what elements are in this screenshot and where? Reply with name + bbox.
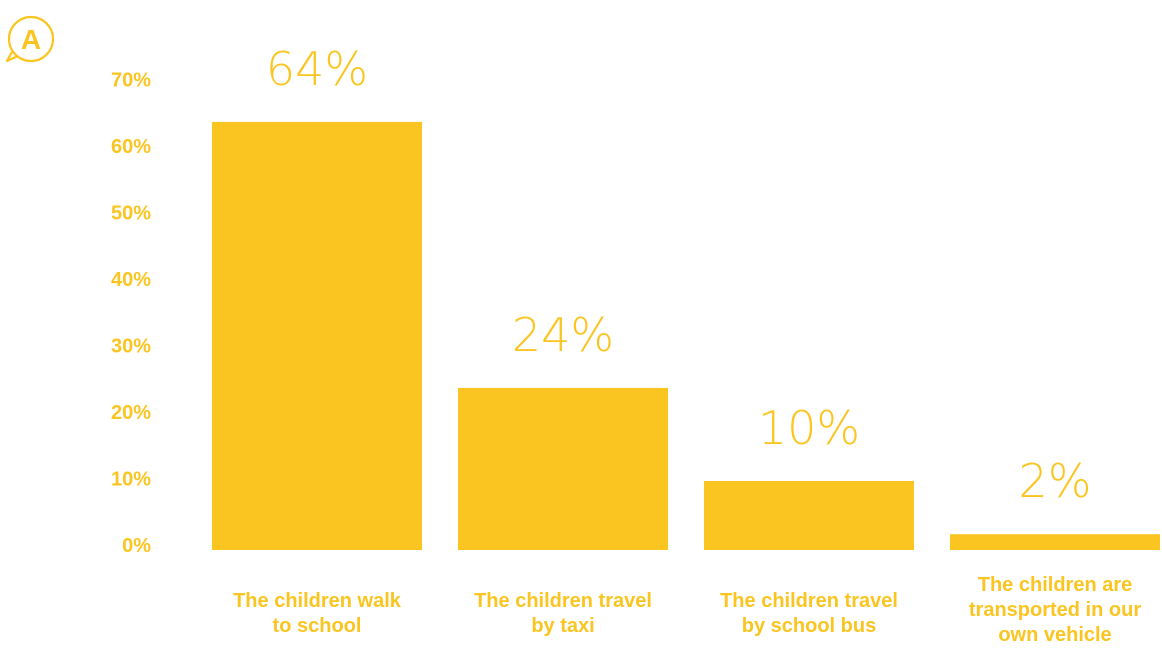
category-label-line: own vehicle xyxy=(998,624,1111,646)
category-label: The children walk to school xyxy=(233,590,402,637)
category-label-line: The children travel xyxy=(474,590,652,612)
category-label-line: The children are xyxy=(978,574,1133,596)
y-axis-ticks: 0% 10% 20% 30% 40% 50% 60% 70% xyxy=(111,70,151,558)
category-label-line: by school bus xyxy=(742,615,876,637)
bar-value-label: 2% xyxy=(1019,454,1092,508)
bar xyxy=(458,387,668,550)
bar xyxy=(212,121,422,551)
y-tick-label: 70% xyxy=(111,70,151,92)
y-tick-label: 60% xyxy=(111,136,151,158)
category-label-line: transported in our xyxy=(969,599,1141,621)
category-label: The children travel by taxi xyxy=(474,590,652,637)
bar xyxy=(704,481,914,550)
y-tick-label: 0% xyxy=(122,535,151,557)
y-tick-label: 50% xyxy=(111,203,151,225)
bars xyxy=(212,121,1160,551)
logo-a-speech-bubble-icon: A xyxy=(5,15,55,63)
category-label-line: to school xyxy=(273,615,362,637)
bar xyxy=(950,534,1160,550)
bar-value-label: 64% xyxy=(266,42,368,96)
category-label-line: The children travel xyxy=(720,590,898,612)
y-tick-label: 40% xyxy=(111,269,151,291)
category-label: The children travel by school bus xyxy=(720,590,898,637)
logo-letter: A xyxy=(21,24,41,55)
bar-value-label: 24% xyxy=(512,308,614,362)
value-labels: 64% 24% 10% 2% xyxy=(266,42,1092,508)
logo-ring xyxy=(7,15,55,63)
bar-value-label: 10% xyxy=(758,401,860,455)
logo-tail xyxy=(5,51,19,63)
y-tick-label: 20% xyxy=(111,402,151,424)
category-label: The children are transported in our own ve… xyxy=(969,574,1141,646)
y-tick-label: 30% xyxy=(111,336,151,358)
category-label-line: by taxi xyxy=(531,615,594,637)
category-label-line: The children walk xyxy=(233,590,402,612)
y-tick-label: 10% xyxy=(111,469,151,491)
category-labels: The children walk to school The children t… xyxy=(233,574,1141,646)
